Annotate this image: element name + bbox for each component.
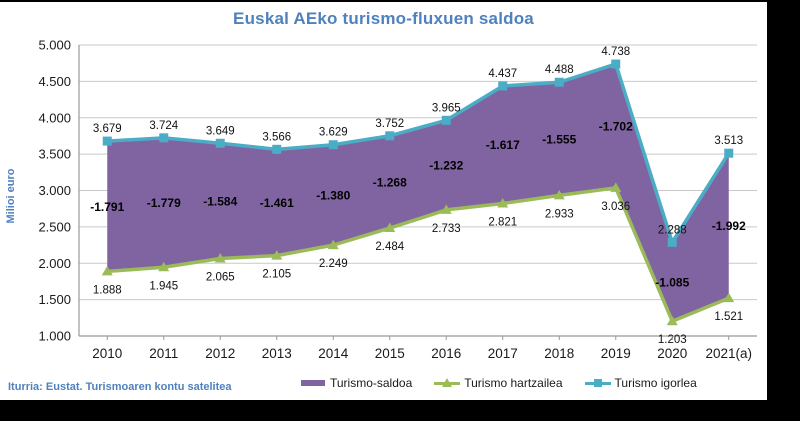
line-igorlea xyxy=(107,62,731,245)
data-label-hartzailea: 2.249 xyxy=(319,258,348,270)
legend-label: Turismo hartzailea xyxy=(464,376,563,390)
triangle-marker xyxy=(666,315,678,326)
triangle-marker xyxy=(553,189,565,200)
square-marker xyxy=(498,81,508,91)
legend: Turismo-saldoa Turismo hartzailea Turism… xyxy=(300,376,697,390)
data-label-saldoa: -1.268 xyxy=(373,175,407,189)
data-label-hartzailea: 2.105 xyxy=(262,269,291,281)
data-label-hartzailea: 1.521 xyxy=(714,311,743,323)
triangle-marker xyxy=(271,250,283,260)
data-label-hartzailea: 2.484 xyxy=(375,241,404,253)
data-label-saldoa: -1.992 xyxy=(712,219,746,233)
data-label-hartzailea: 1.203 xyxy=(658,334,687,346)
triangle-marker xyxy=(497,198,509,208)
x-tick-label: 2015 xyxy=(375,346,405,361)
line-triangle-swatch-icon xyxy=(434,377,461,389)
triangle-marker xyxy=(723,292,735,303)
data-label-hartzailea: 2.821 xyxy=(488,217,517,229)
y-tick-label: 4.000 xyxy=(38,110,71,125)
data-label-saldoa: -1.232 xyxy=(429,159,463,173)
square-marker xyxy=(724,148,734,158)
legend-item-saldoa: Turismo-saldoa xyxy=(300,376,412,390)
y-tick-label: 1.000 xyxy=(38,329,71,344)
y-tick-label: 4.500 xyxy=(38,74,71,89)
x-tick-label: 2019 xyxy=(601,346,631,361)
data-label-hartzailea: 1.888 xyxy=(93,284,122,296)
square-marker xyxy=(611,59,621,69)
data-label-saldoa: -1.584 xyxy=(203,194,237,208)
chart-panel: Euskal AEko turismo-fluxuen saldoa Milio… xyxy=(0,2,767,400)
data-label-igorlea: 3.965 xyxy=(432,102,461,114)
data-label-saldoa: -1.555 xyxy=(542,132,576,146)
legend-item-hartzailea: Turismo hartzailea xyxy=(434,376,563,390)
data-label-hartzailea: 1.945 xyxy=(149,280,178,292)
x-tick-label: 2013 xyxy=(262,346,292,361)
data-label-saldoa: -1.791 xyxy=(90,200,124,214)
y-tick-label: 2.500 xyxy=(38,219,71,234)
data-label-saldoa: -1.461 xyxy=(260,196,294,210)
x-tick-label: 2012 xyxy=(205,346,235,361)
legend-label: Turismo igorlea xyxy=(614,376,697,390)
y-tick-label: 5.000 xyxy=(38,38,71,53)
data-label-igorlea: 3.629 xyxy=(319,127,348,139)
square-marker xyxy=(328,140,338,150)
y-tick-label: 3.000 xyxy=(38,183,71,198)
x-tick-label: 2011 xyxy=(149,346,178,361)
x-tick-label: 2017 xyxy=(488,346,518,361)
source-note: Iturria: Eustat. Turismoaren kontu satel… xyxy=(8,381,232,393)
data-label-hartzailea: 2.733 xyxy=(432,223,461,235)
triangle-marker xyxy=(610,182,622,192)
data-label-igorlea: 3.752 xyxy=(375,118,404,130)
triangle-marker xyxy=(327,239,339,250)
triangle-marker xyxy=(384,222,396,233)
square-marker xyxy=(159,133,169,143)
data-label-saldoa: -1.085 xyxy=(655,275,689,289)
data-label-saldoa: -1.702 xyxy=(599,119,633,133)
chart-title: Euskal AEko turismo-fluxuen saldoa xyxy=(233,9,534,28)
x-tick-label: 2020 xyxy=(657,346,687,361)
triangle-marker xyxy=(440,204,452,214)
x-tick-label: 2021(a) xyxy=(705,346,752,361)
y-tick-label: 1.500 xyxy=(38,292,71,307)
x-tick-label: 2014 xyxy=(318,346,349,361)
x-tick-label: 2010 xyxy=(92,346,122,361)
data-label-hartzailea: 2.065 xyxy=(206,272,235,284)
square-marker xyxy=(385,131,395,141)
data-label-igorlea: 3.679 xyxy=(93,123,122,135)
data-label-saldoa: -1.617 xyxy=(486,138,520,152)
data-label-igorlea: 3.724 xyxy=(149,120,178,132)
area-swatch-icon xyxy=(300,377,326,389)
data-label-igorlea: 3.513 xyxy=(714,135,743,147)
square-marker xyxy=(441,115,451,125)
line-hartzailea xyxy=(107,186,730,323)
data-label-igorlea: 4.488 xyxy=(545,64,574,76)
triangle-marker xyxy=(158,261,170,272)
triangle-marker xyxy=(214,253,226,263)
square-marker xyxy=(102,136,112,146)
square-marker xyxy=(554,77,564,87)
data-label-saldoa: -1.779 xyxy=(147,196,181,210)
y-tick-label: 3.500 xyxy=(38,147,71,162)
data-label-igorlea: 4.738 xyxy=(601,46,630,58)
square-marker xyxy=(215,138,225,148)
data-label-igorlea: 2.288 xyxy=(658,224,687,236)
line-square-swatch-icon xyxy=(584,377,611,389)
triangle-marker xyxy=(101,265,113,276)
legend-item-igorlea: Turismo igorlea xyxy=(584,376,697,390)
data-label-igorlea: 4.437 xyxy=(488,68,517,80)
y-tick-label: 2.000 xyxy=(38,256,71,271)
data-label-saldoa: -1.380 xyxy=(316,188,350,202)
legend-label: Turismo-saldoa xyxy=(330,376,413,390)
x-tick-label: 2016 xyxy=(431,346,461,361)
data-label-igorlea: 3.649 xyxy=(206,125,235,137)
data-label-hartzailea: 2.933 xyxy=(545,208,574,220)
area-band-saldoa xyxy=(107,64,729,322)
data-label-hartzailea: 3.036 xyxy=(601,201,630,213)
data-label-igorlea: 3.566 xyxy=(262,131,291,143)
x-tick-label: 2018 xyxy=(544,346,574,361)
chart-plot: 1.000 1.500 2.000 2.500 3.000 3.500 4.000 4.500… xyxy=(38,38,757,361)
square-marker xyxy=(667,237,677,247)
square-marker xyxy=(272,144,282,154)
